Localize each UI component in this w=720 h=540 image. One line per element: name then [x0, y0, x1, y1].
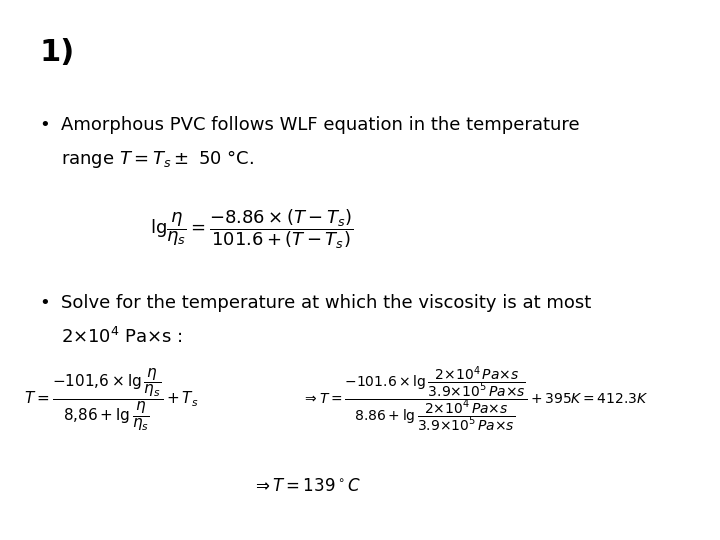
Text: •: • [40, 294, 50, 312]
Text: $\Rightarrow T = \dfrac{-101.6\times\mathrm{lg}\,\dfrac{2{\times}10^4\,Pa{\times: $\Rightarrow T = \dfrac{-101.6\times\mat… [302, 365, 649, 434]
Text: •: • [40, 116, 50, 134]
Text: Solve for the temperature at which the viscosity is at most: Solve for the temperature at which the v… [61, 294, 591, 312]
Text: $2{\times}10^4$ Pa$\times$s :: $2{\times}10^4$ Pa$\times$s : [61, 327, 183, 347]
Text: $T = \dfrac{-101{,}6\times\mathrm{lg}\,\dfrac{\eta}{\eta_s}}{8{,}86+\mathrm{lg}\: $T = \dfrac{-101{,}6\times\mathrm{lg}\,\… [24, 367, 199, 433]
Text: Amorphous PVC follows WLF equation in the temperature: Amorphous PVC follows WLF equation in th… [61, 116, 580, 134]
Text: $\mathrm{lg}\dfrac{\eta}{\eta_s} = \dfrac{-8.86\times\left(T - T_s\right)}{101.6: $\mathrm{lg}\dfrac{\eta}{\eta_s} = \dfra… [150, 208, 354, 251]
Text: 1): 1) [40, 38, 75, 67]
Text: $\Rightarrow T = 139^\circ C$: $\Rightarrow T = 139^\circ C$ [252, 477, 361, 495]
Text: range $T = T_s\pm$ 50 °C.: range $T = T_s\pm$ 50 °C. [61, 148, 254, 171]
